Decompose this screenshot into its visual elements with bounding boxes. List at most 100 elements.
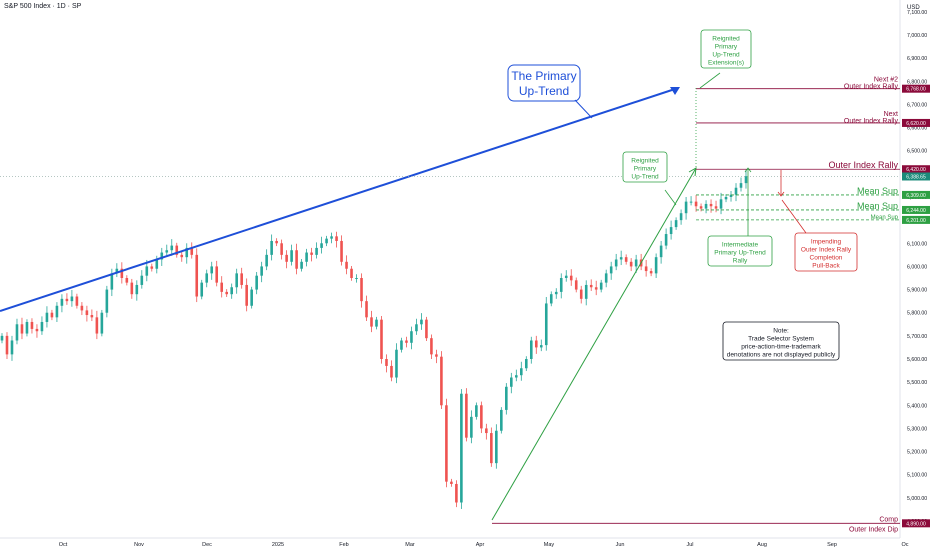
intermediate-box-line: Intermediate — [722, 242, 759, 249]
level-label: Outer Index Rally — [828, 160, 898, 170]
intermediate-box-line: Primary Up-Trend — [714, 250, 766, 257]
note-box-line: denotations are not displayed publicly — [727, 352, 836, 359]
candle-body — [604, 273, 608, 283]
reignited-extension-box — [700, 29, 752, 69]
x-tick-label: Sep — [827, 542, 837, 548]
candle-body — [95, 317, 99, 334]
candle-body — [390, 365, 393, 378]
candle-body — [55, 305, 59, 318]
candle-body — [599, 282, 603, 290]
candle-body — [624, 257, 628, 262]
candle-body — [460, 393, 463, 503]
candle-body — [649, 271, 653, 274]
candle-body — [544, 303, 548, 346]
candle-body — [315, 247, 318, 255]
note-box — [722, 321, 840, 361]
candle-body — [480, 405, 483, 429]
candle-body — [265, 254, 268, 267]
price-badge-label: 6,768.00 — [906, 87, 926, 93]
reignited-extension-box-line: Extension(s) — [708, 60, 744, 67]
candle-body — [564, 275, 568, 278]
candle-body — [270, 240, 273, 255]
note-box-line: Note: — [773, 328, 789, 335]
price-badge-label: 4,890.00 — [906, 521, 926, 527]
candle-body — [240, 273, 243, 285]
candle-body — [165, 250, 169, 253]
candle-body — [500, 409, 503, 431]
candle-body — [724, 197, 728, 200]
candle-body — [704, 203, 708, 209]
candle-body — [659, 245, 663, 258]
y-tick-label: 5,400.00 — [907, 403, 927, 409]
y-tick-label: 6,000.00 — [907, 264, 927, 270]
impending-box-line: Outer Index Rally — [801, 247, 852, 254]
note-box-line: price-action-time-trademark — [741, 344, 821, 351]
candle-body — [425, 319, 428, 339]
candle-body — [729, 194, 733, 197]
candle-body — [360, 278, 363, 302]
candle-body — [310, 252, 313, 255]
candle-body — [60, 298, 64, 306]
price-badge — [902, 190, 930, 199]
intermediate-v-arrow — [744, 167, 752, 173]
candle-body — [679, 213, 683, 221]
candle-body — [385, 359, 388, 366]
reignited-box — [622, 151, 668, 183]
candle-body — [5, 335, 9, 355]
candle-body — [15, 324, 19, 341]
primary-trendline — [0, 87, 679, 312]
candle-body — [510, 377, 513, 387]
price-badge — [902, 205, 930, 214]
candle-body — [35, 328, 39, 332]
price-badge-label: 6,620.00 — [906, 121, 926, 127]
x-tick-label: Oct — [59, 542, 68, 548]
level-label: Mean Sup — [857, 201, 898, 211]
reignited-extension-pointer — [699, 72, 721, 89]
candle-body — [699, 206, 703, 209]
candle-body — [569, 275, 573, 281]
candle-body — [235, 273, 238, 288]
candle-body — [584, 284, 588, 299]
x-tick-label: Aug — [757, 542, 767, 548]
impending-box-line: Pull-Back — [812, 263, 840, 270]
candle-body — [70, 296, 74, 302]
candle-body — [405, 340, 408, 343]
y-tick-label: 5,700.00 — [907, 334, 927, 340]
currency-label: USD — [907, 5, 920, 11]
candle-body — [320, 243, 323, 248]
reignited-pointer — [664, 189, 677, 206]
reignited-extension-box-line: Up-Trend — [712, 52, 740, 59]
y-tick-label: 6,900.00 — [907, 56, 927, 62]
candle-body — [40, 321, 44, 332]
candle-body — [664, 234, 668, 246]
candle-body — [350, 268, 353, 278]
candle-body — [505, 386, 508, 410]
candle-body — [205, 273, 209, 283]
candle-body — [330, 236, 333, 239]
candle-body — [415, 324, 418, 332]
candle-body — [594, 287, 598, 290]
candle-body — [220, 282, 224, 292]
y-tick-label: 6,800.00 — [907, 79, 927, 85]
candle-body — [634, 259, 638, 267]
candle-body — [559, 278, 563, 292]
x-tick-label: Mar — [405, 542, 415, 548]
x-tick-label: Dec — [202, 542, 212, 548]
candle-body — [539, 345, 543, 348]
candle-body — [744, 176, 748, 184]
level-label-2: Outer Index Rally — [844, 118, 899, 125]
candle-body — [495, 430, 498, 464]
candle-body — [25, 321, 29, 334]
candle-body — [225, 291, 228, 295]
candle-body — [694, 201, 698, 207]
intermediate-box-line: Rally — [733, 258, 748, 265]
candle-body — [674, 220, 678, 228]
y-tick-label: 5,100.00 — [907, 473, 927, 479]
candle-body — [719, 199, 723, 209]
candle-body — [400, 340, 403, 350]
level-label-2: Outer Index Rally — [844, 84, 899, 91]
y-tick-label: 5,200.00 — [907, 450, 927, 456]
candle-body — [520, 368, 523, 376]
